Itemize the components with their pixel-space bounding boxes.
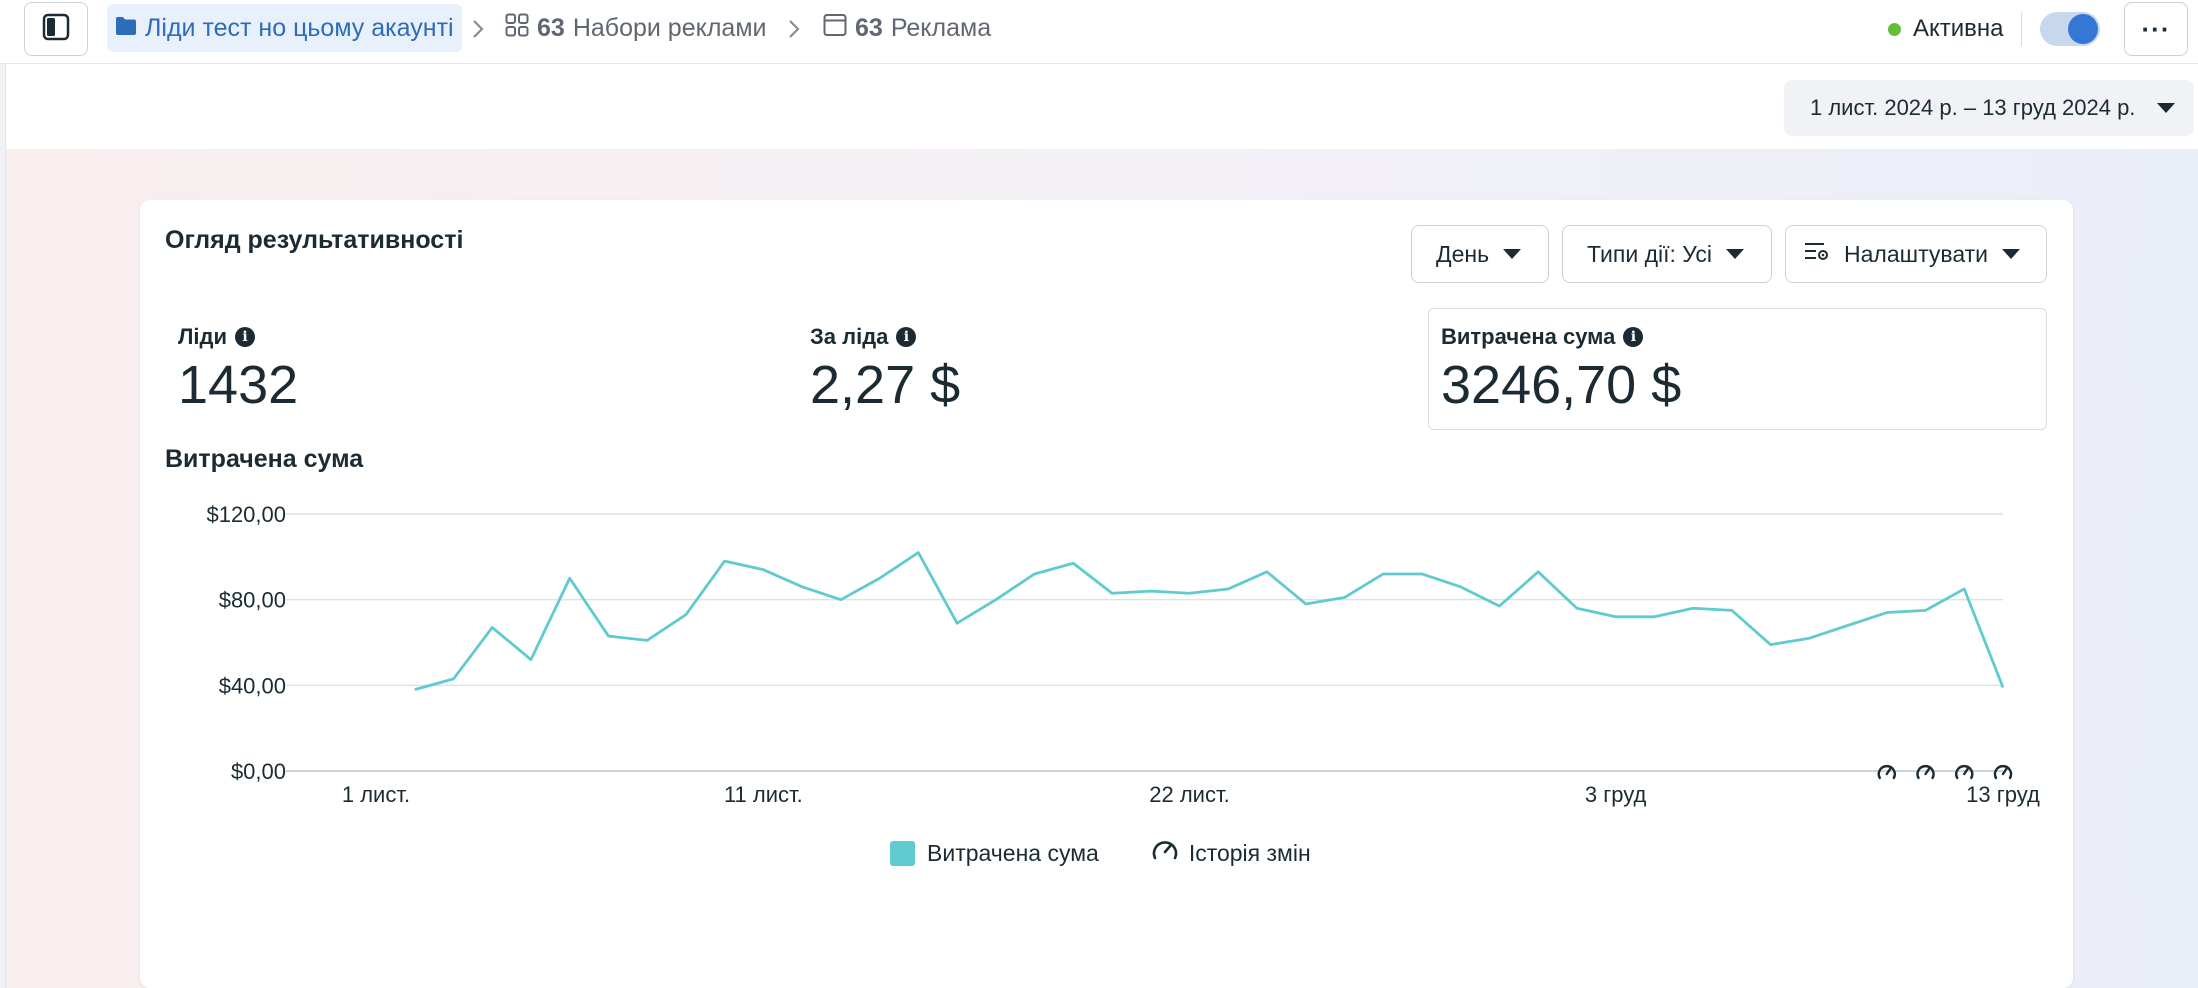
action-types-label: Типи дії: Усі	[1587, 240, 1712, 267]
chevron-right-icon	[784, 14, 804, 44]
change-history-gauge-icon	[1151, 837, 1179, 869]
legend-history: Історія змін	[1151, 837, 1311, 869]
chart-legend: Витрачена сума Історія змін	[890, 838, 1311, 868]
status-dot-icon	[1888, 22, 1901, 36]
chevron-down-icon	[1725, 249, 1744, 259]
metric-value: 3246,70 $	[1441, 355, 1682, 415]
info-icon[interactable]: i	[896, 327, 917, 347]
metric-cost-per-lead: За ліда i 2,27 $	[810, 324, 960, 416]
grid-icon	[505, 13, 529, 44]
breadcrumb-ads-label: Реклама	[890, 13, 992, 42]
breadcrumb-adsets-count: 63	[537, 13, 565, 42]
info-icon[interactable]: i	[1623, 327, 1644, 347]
card-title: Огляд результативності	[165, 226, 464, 254]
metric-amount-spent: Витрачена сума i 3246,70 $	[1441, 324, 1681, 416]
status-label: Активна	[1913, 15, 2004, 42]
granularity-dropdown[interactable]: День	[1411, 225, 1549, 283]
metric-label: За ліда	[810, 324, 889, 349]
chevron-down-icon	[2002, 249, 2020, 259]
chevron-right-icon	[468, 14, 488, 44]
delivery-status: Активна	[1888, 12, 2004, 46]
customize-dropdown[interactable]: Налаштувати	[1785, 225, 2047, 283]
metric-spend-selected[interactable]	[1428, 308, 2047, 430]
status-toggle[interactable]	[2040, 12, 2100, 46]
divider	[2021, 12, 2022, 46]
sidebar-panel-icon	[42, 13, 70, 46]
breadcrumb-account-label: Ліди тест но цьому акаунті	[145, 13, 454, 42]
more-dots-icon: ···	[2141, 13, 2171, 44]
breadcrumb-account[interactable]: Ліди тест но цьому акаунті	[107, 4, 462, 52]
settings-sliders-icon	[1804, 240, 1830, 268]
metric-value: 2,27 $	[810, 355, 961, 415]
legend-label-spend: Витрачена сума	[927, 839, 1099, 866]
chevron-down-icon	[2157, 103, 2176, 113]
breadcrumb-ads-count: 63	[855, 13, 883, 42]
info-icon[interactable]: i	[235, 327, 256, 347]
metric-label: Ліди	[178, 324, 228, 349]
customize-label: Налаштувати	[1844, 240, 1988, 267]
date-range-label: 1 лист. 2024 р. – 13 груд 2024 р.	[1810, 95, 2136, 120]
folder-icon	[115, 14, 137, 43]
panel-toggle-button[interactable]	[24, 2, 88, 56]
ad-window-icon	[823, 13, 847, 44]
left-edge-strip	[0, 0, 6, 988]
metric-value: 1432	[178, 355, 299, 415]
breadcrumb-ads[interactable]: 63 Реклама	[823, 4, 991, 52]
breadcrumb-adsets-label: Набори реклами	[572, 13, 767, 42]
date-range-picker[interactable]: 1 лист. 2024 р. – 13 груд 2024 р.	[1784, 80, 2194, 136]
action-types-dropdown[interactable]: Типи дії: Усі	[1562, 225, 1772, 283]
toggle-knob	[2068, 14, 2098, 44]
granularity-label: День	[1436, 240, 1490, 267]
legend-swatch-spend	[890, 840, 915, 866]
breadcrumb-adsets[interactable]: 63 Набори реклами	[505, 4, 766, 52]
legend-label-history: Історія змін	[1188, 839, 1311, 866]
chart-title: Витрачена сума	[165, 445, 364, 473]
more-options-button[interactable]: ···	[2124, 2, 2188, 56]
metric-leads: Ліди i 1432	[178, 324, 298, 416]
chevron-down-icon	[1503, 249, 1522, 259]
metric-label: Витрачена сума	[1441, 324, 1616, 349]
